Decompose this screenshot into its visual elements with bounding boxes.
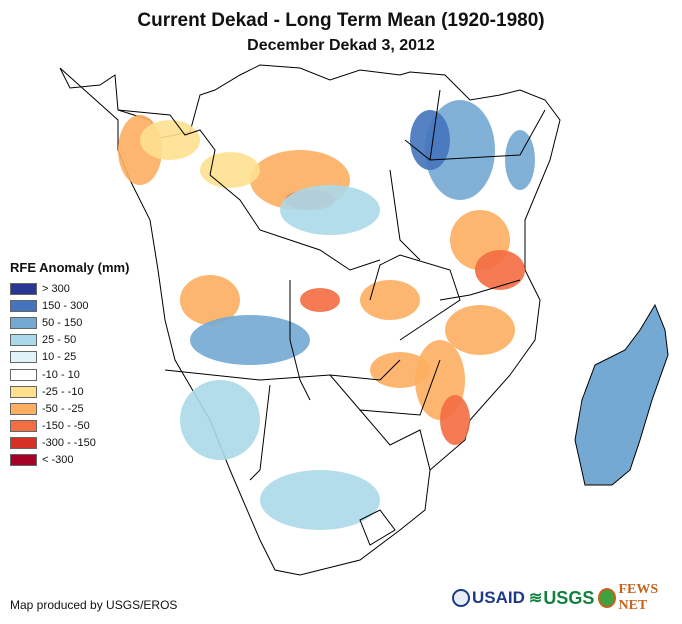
legend-item: -150 - -50 xyxy=(10,418,129,435)
legend-item: -50 - -25 xyxy=(10,400,129,417)
anomaly-patch xyxy=(505,130,535,190)
legend-label: -25 - -10 xyxy=(42,385,84,398)
legend-swatch xyxy=(10,385,37,398)
anomaly-patch xyxy=(300,288,340,312)
legend-swatch xyxy=(10,454,37,467)
anomaly-patch xyxy=(280,185,380,235)
legend-title: RFE Anomaly (mm) xyxy=(10,260,130,275)
anomaly-patch xyxy=(440,395,470,445)
globe-icon xyxy=(598,588,617,608)
legend-item: > 300 xyxy=(10,280,129,297)
legend-item: 150 - 300 xyxy=(10,297,129,314)
anomaly-patch xyxy=(370,352,430,388)
legend-label: 10 - 25 xyxy=(42,351,77,364)
legend-swatch xyxy=(10,299,37,312)
legend-label: -300 - -150 xyxy=(42,437,96,450)
map-title: Current Dekad - Long Term Mean (1920-198… xyxy=(137,10,545,31)
anomaly-patch xyxy=(140,120,200,160)
legend-swatch xyxy=(10,282,37,295)
legend-swatch xyxy=(10,316,37,329)
legend-label: 150 - 300 xyxy=(42,299,89,312)
anomaly-patch xyxy=(260,470,380,530)
legend-label: > 300 xyxy=(42,282,70,295)
anomaly-patch xyxy=(475,250,525,290)
map-credit: Map produced by USGS/EROS xyxy=(10,598,178,612)
legend-item: -25 - -10 xyxy=(10,383,129,400)
logo-bar: USAID ≋ USGS FEWS NET xyxy=(452,582,682,614)
legend-item: < -300 xyxy=(10,452,129,469)
anomaly-patch xyxy=(580,380,620,460)
anomaly-patch xyxy=(190,315,310,365)
fews-net-logo: FEWS NET xyxy=(598,582,682,614)
legend-swatch xyxy=(10,351,37,364)
legend-swatch xyxy=(10,402,37,415)
anomaly-patch xyxy=(410,110,450,170)
anomaly-patch xyxy=(180,380,260,460)
legend-label: 25 - 50 xyxy=(42,334,77,347)
legend-label: 50 - 150 xyxy=(42,316,83,329)
usaid-logo: USAID xyxy=(452,588,525,608)
usgs-wave-icon: ≋ xyxy=(528,590,543,607)
usaid-seal-icon xyxy=(452,589,470,607)
anomaly-patch xyxy=(360,280,420,320)
legend-item: -300 - -150 xyxy=(10,435,129,452)
anomaly-patches xyxy=(118,100,620,530)
legend-label: -150 - -50 xyxy=(42,420,90,433)
legend-item: 10 - 25 xyxy=(10,349,129,366)
anomaly-patch xyxy=(200,152,260,188)
anomaly-map xyxy=(59,64,669,576)
legend: RFE Anomaly (mm) > 300 150 - 300 50 - 150 2… xyxy=(10,260,129,469)
legend-label: < -300 xyxy=(42,454,74,467)
legend-swatch xyxy=(10,420,37,433)
legend-label: -50 - -25 xyxy=(42,402,84,415)
legend-swatch xyxy=(10,368,37,381)
anomaly-patch xyxy=(445,305,515,355)
legend-item: 50 - 150 xyxy=(10,314,129,331)
legend-label: -10 - 10 xyxy=(42,368,80,381)
legend-swatch xyxy=(10,334,37,347)
legend-swatch xyxy=(10,437,37,450)
usgs-logo: ≋ USGS xyxy=(528,587,595,608)
legend-item: -10 - 10 xyxy=(10,366,129,383)
map-subtitle: December Dekad 3, 2012 xyxy=(247,37,435,54)
country-borders xyxy=(117,89,546,546)
legend-item: 25 - 50 xyxy=(10,332,129,349)
anomaly-patch xyxy=(180,275,240,325)
